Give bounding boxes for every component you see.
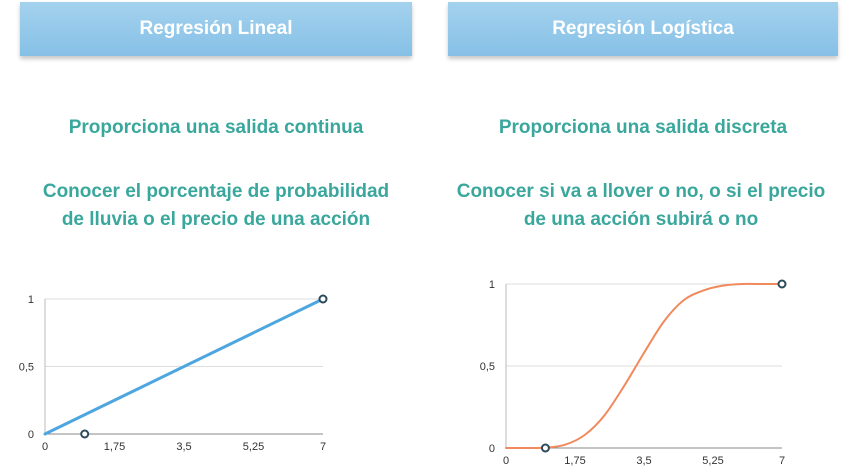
- logistic-y-tick-label: 0,5: [480, 361, 495, 373]
- logistic-series-line: [505, 282, 783, 450]
- linear-series-line: [43, 297, 325, 436]
- logistic-output-description: Proporciona una salida discreta: [498, 117, 788, 138]
- linear-regression-header-label: Regresión Lineal: [139, 18, 293, 39]
- logistic-example: Conocer si va a llover o no, o si el pre…: [432, 178, 850, 234]
- linear-example: Conocer el porcentaje de probabilidad de…: [20, 178, 412, 234]
- linear-y-tick-label: 0,5: [19, 362, 34, 374]
- linear-y-tick-label: 0: [28, 429, 34, 441]
- logistic-example-line-2: de una acción subirá o no: [523, 209, 759, 230]
- logistic-y-tick-label: 1: [489, 279, 495, 291]
- linear-x-tick-label: 3,5: [176, 441, 191, 453]
- logistic-data-point-marker: [540, 443, 550, 453]
- logistic-x-tick-label: 0: [503, 455, 509, 467]
- logistic-regression-header-label: Regresión Logística: [552, 18, 734, 39]
- logistic-x-tick-label: 7: [779, 455, 785, 467]
- linear-data-point-marker: [318, 294, 328, 304]
- logistic-y-tick-label: 0: [489, 443, 495, 455]
- logistic-regression-header: Regresión Logística: [448, 2, 838, 56]
- logistic-example-line-1: Conocer si va a llover o no, o si el pre…: [456, 181, 826, 202]
- logistic-x-tick-label: 1,75: [564, 455, 585, 467]
- linear-x-tick-label: 0: [42, 441, 48, 453]
- linear-data-point-marker: [80, 429, 90, 439]
- logistic-data-point-marker: [777, 279, 787, 289]
- linear-regression-header: Regresión Lineal: [20, 2, 412, 56]
- linear-x-tick-label: 7: [320, 441, 326, 453]
- linear-x-tick-label: 1,75: [104, 441, 125, 453]
- linear-output-description: Proporciona una salida continua: [68, 117, 364, 138]
- linear-example-line-1: Conocer el porcentaje de probabilidad: [42, 181, 390, 202]
- logistic-x-tick-label: 5,25: [702, 455, 723, 467]
- linear-x-tick-label: 5,25: [243, 441, 264, 453]
- linear-y-tick-label: 1: [28, 294, 34, 306]
- logistic-x-tick-label: 3,5: [636, 455, 651, 467]
- linear-example-line-2: de lluvia o el precio de una acción: [61, 209, 371, 230]
